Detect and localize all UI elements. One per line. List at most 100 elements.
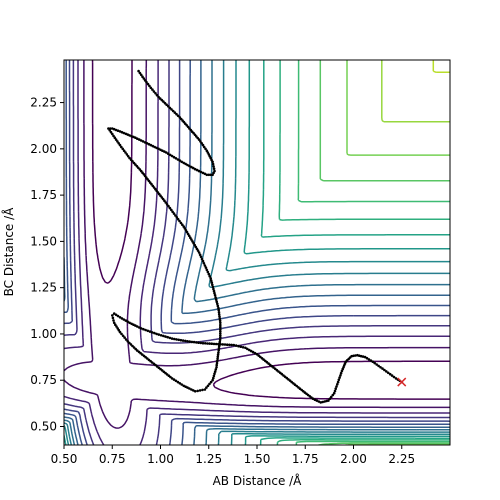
trajectory-point — [217, 306, 220, 310]
trajectory-point — [115, 325, 118, 328]
trajectory-point — [337, 378, 341, 382]
trajectory-point — [249, 349, 253, 353]
trajectory-point — [188, 164, 191, 168]
trajectory-point — [130, 322, 133, 326]
trajectory-point — [112, 312, 116, 315]
x-tick-label: 1.75 — [292, 452, 319, 466]
trajectory-point — [172, 212, 176, 215]
trajectory-point — [219, 334, 222, 337]
end-marker-stroke — [397, 377, 407, 387]
trajectory-point — [217, 349, 220, 352]
trajectory-point — [150, 331, 154, 334]
trajectory-point — [178, 382, 182, 385]
trajectory-point — [129, 343, 133, 346]
trajectory-point — [166, 105, 170, 108]
trajectory-point — [122, 318, 126, 321]
trajectory-point — [172, 155, 176, 159]
trajectory-point — [392, 375, 396, 379]
trajectory-point — [218, 317, 222, 320]
trajectory-point — [164, 201, 167, 204]
trajectory-point — [212, 287, 215, 291]
trajectory-point — [216, 353, 220, 356]
trajectory-point — [215, 366, 218, 369]
trajectory-point — [148, 330, 152, 333]
trajectory-point — [188, 387, 191, 390]
trajectory-point — [206, 384, 210, 388]
trajectory-point — [203, 342, 207, 345]
trajectory-point — [219, 330, 222, 333]
trajectory-point — [207, 272, 211, 276]
trajectory-point — [171, 210, 174, 214]
trajectory-point — [211, 283, 214, 287]
trajectory-point — [209, 279, 213, 282]
trajectory-point — [120, 145, 123, 149]
trajectory-point — [153, 331, 156, 335]
trajectory-point — [186, 340, 189, 343]
trajectory-point — [155, 93, 159, 97]
trajectory-point — [208, 275, 211, 278]
trajectory-point — [335, 385, 338, 388]
trajectory-point — [149, 86, 153, 90]
trajectory-point — [177, 338, 180, 342]
trajectory-point — [336, 380, 340, 384]
trajectory-point — [112, 319, 115, 322]
trajectory-point — [216, 357, 219, 361]
trajectory-point — [203, 388, 207, 391]
trajectory-point — [178, 159, 182, 162]
trajectory-point — [216, 302, 219, 306]
trajectory-point — [214, 342, 218, 346]
contour-level — [295, 60, 450, 445]
trajectory-point — [234, 344, 238, 347]
trajectory-point — [175, 112, 178, 116]
trajectory-point — [157, 333, 161, 336]
trajectory-point — [204, 266, 208, 269]
trajectory-point — [142, 77, 146, 80]
trajectory-point — [212, 165, 215, 168]
x-axis-ticks: 0.50 0.75 1.00 1.25 1.50 1.75 2.00 2.25 — [51, 445, 415, 466]
trajectory-point — [217, 346, 221, 350]
trajectory-point — [126, 340, 129, 343]
trajectory-point — [181, 223, 184, 226]
y-tick-label: 2.25 — [30, 96, 57, 110]
trajectory-point — [223, 343, 227, 346]
trajectory-point — [333, 389, 337, 393]
trajectory-point — [367, 358, 371, 361]
x-tick-label: 1.00 — [147, 452, 174, 466]
trajectory-point — [170, 208, 173, 212]
trajectory-point — [199, 170, 203, 174]
x-tick-label: 0.75 — [99, 452, 126, 466]
trajectory-point — [248, 348, 251, 352]
trajectory-point — [159, 334, 163, 337]
trajectory-point — [215, 300, 218, 304]
contour-level — [381, 60, 450, 123]
trajectory-point — [206, 270, 210, 274]
trajectory-point — [211, 162, 215, 166]
trajectory-point — [213, 294, 217, 297]
trajectory-point — [215, 361, 219, 365]
trajectory-point — [196, 389, 199, 393]
trajectory-point — [192, 166, 195, 170]
x-tick-label: 2.00 — [340, 452, 367, 466]
trajectory-point — [211, 378, 214, 382]
trajectory-point — [122, 131, 126, 135]
trajectory-point — [203, 264, 207, 267]
trajectory-point — [176, 217, 180, 221]
trajectory-point — [213, 370, 217, 373]
trajectory-point — [180, 160, 183, 164]
trajectory-point — [184, 339, 187, 343]
trajectory-point — [239, 345, 243, 349]
trajectory-point — [179, 338, 183, 342]
y-tick-label: 0.50 — [30, 419, 57, 433]
trajectory-point — [216, 355, 220, 359]
trajectory-point — [216, 359, 219, 363]
y-axis-label: BC Distance /Å — [1, 207, 16, 297]
trajectory-point — [174, 379, 178, 383]
trajectory-point — [202, 262, 206, 265]
trajectory-point — [114, 313, 118, 317]
trajectory-point — [125, 153, 129, 156]
trajectory-point — [199, 255, 203, 259]
trajectory-point — [394, 377, 398, 380]
x-tick-label: 1.25 — [195, 452, 222, 466]
trajectory-point — [206, 342, 209, 345]
trajectory-point — [214, 296, 217, 299]
